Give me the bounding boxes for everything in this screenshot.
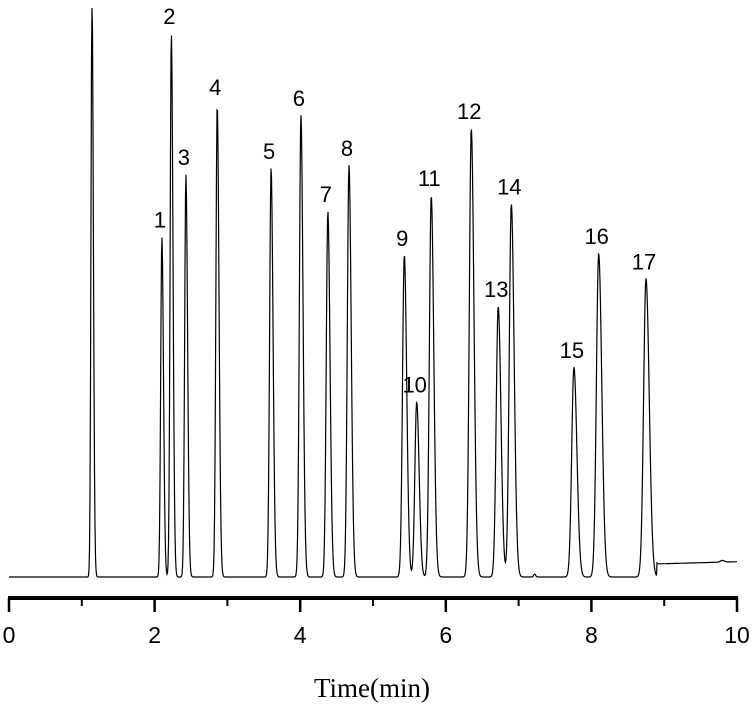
x-tick-label: 2 <box>148 622 161 648</box>
peak-label-10: 10 <box>402 373 426 398</box>
peak-label-14: 14 <box>497 175 521 200</box>
peak-label-11: 11 <box>418 166 441 191</box>
x-tick-label: 4 <box>294 622 307 648</box>
x-axis-ticks <box>7 598 739 612</box>
peak-label-8: 8 <box>341 136 353 161</box>
peak-label-9: 9 <box>396 226 408 251</box>
peak-label-15: 15 <box>560 338 584 363</box>
peak-label-6: 6 <box>293 86 305 111</box>
x-axis-title: Time(min) <box>314 673 430 703</box>
x-tick-label: 0 <box>3 622 16 648</box>
peak-label-12: 12 <box>457 99 481 124</box>
peak-label-1: 1 <box>154 208 166 233</box>
x-axis-tick-labels: 0 2 4 6 8 10 <box>3 622 750 648</box>
peak-label-4: 4 <box>209 75 221 100</box>
peak-label-2: 2 <box>163 4 175 29</box>
chromatogram-trace <box>9 7 737 578</box>
x-tick-label: 10 <box>724 622 750 648</box>
peak-label-16: 16 <box>584 224 608 249</box>
peak-label-13: 13 <box>484 277 508 302</box>
x-tick-label: 8 <box>585 622 598 648</box>
x-tick-label: 6 <box>439 622 452 648</box>
peak-label-5: 5 <box>263 139 275 164</box>
peak-label-17: 17 <box>632 249 656 274</box>
peak-label-7: 7 <box>320 182 332 207</box>
peak-label-3: 3 <box>178 145 190 170</box>
